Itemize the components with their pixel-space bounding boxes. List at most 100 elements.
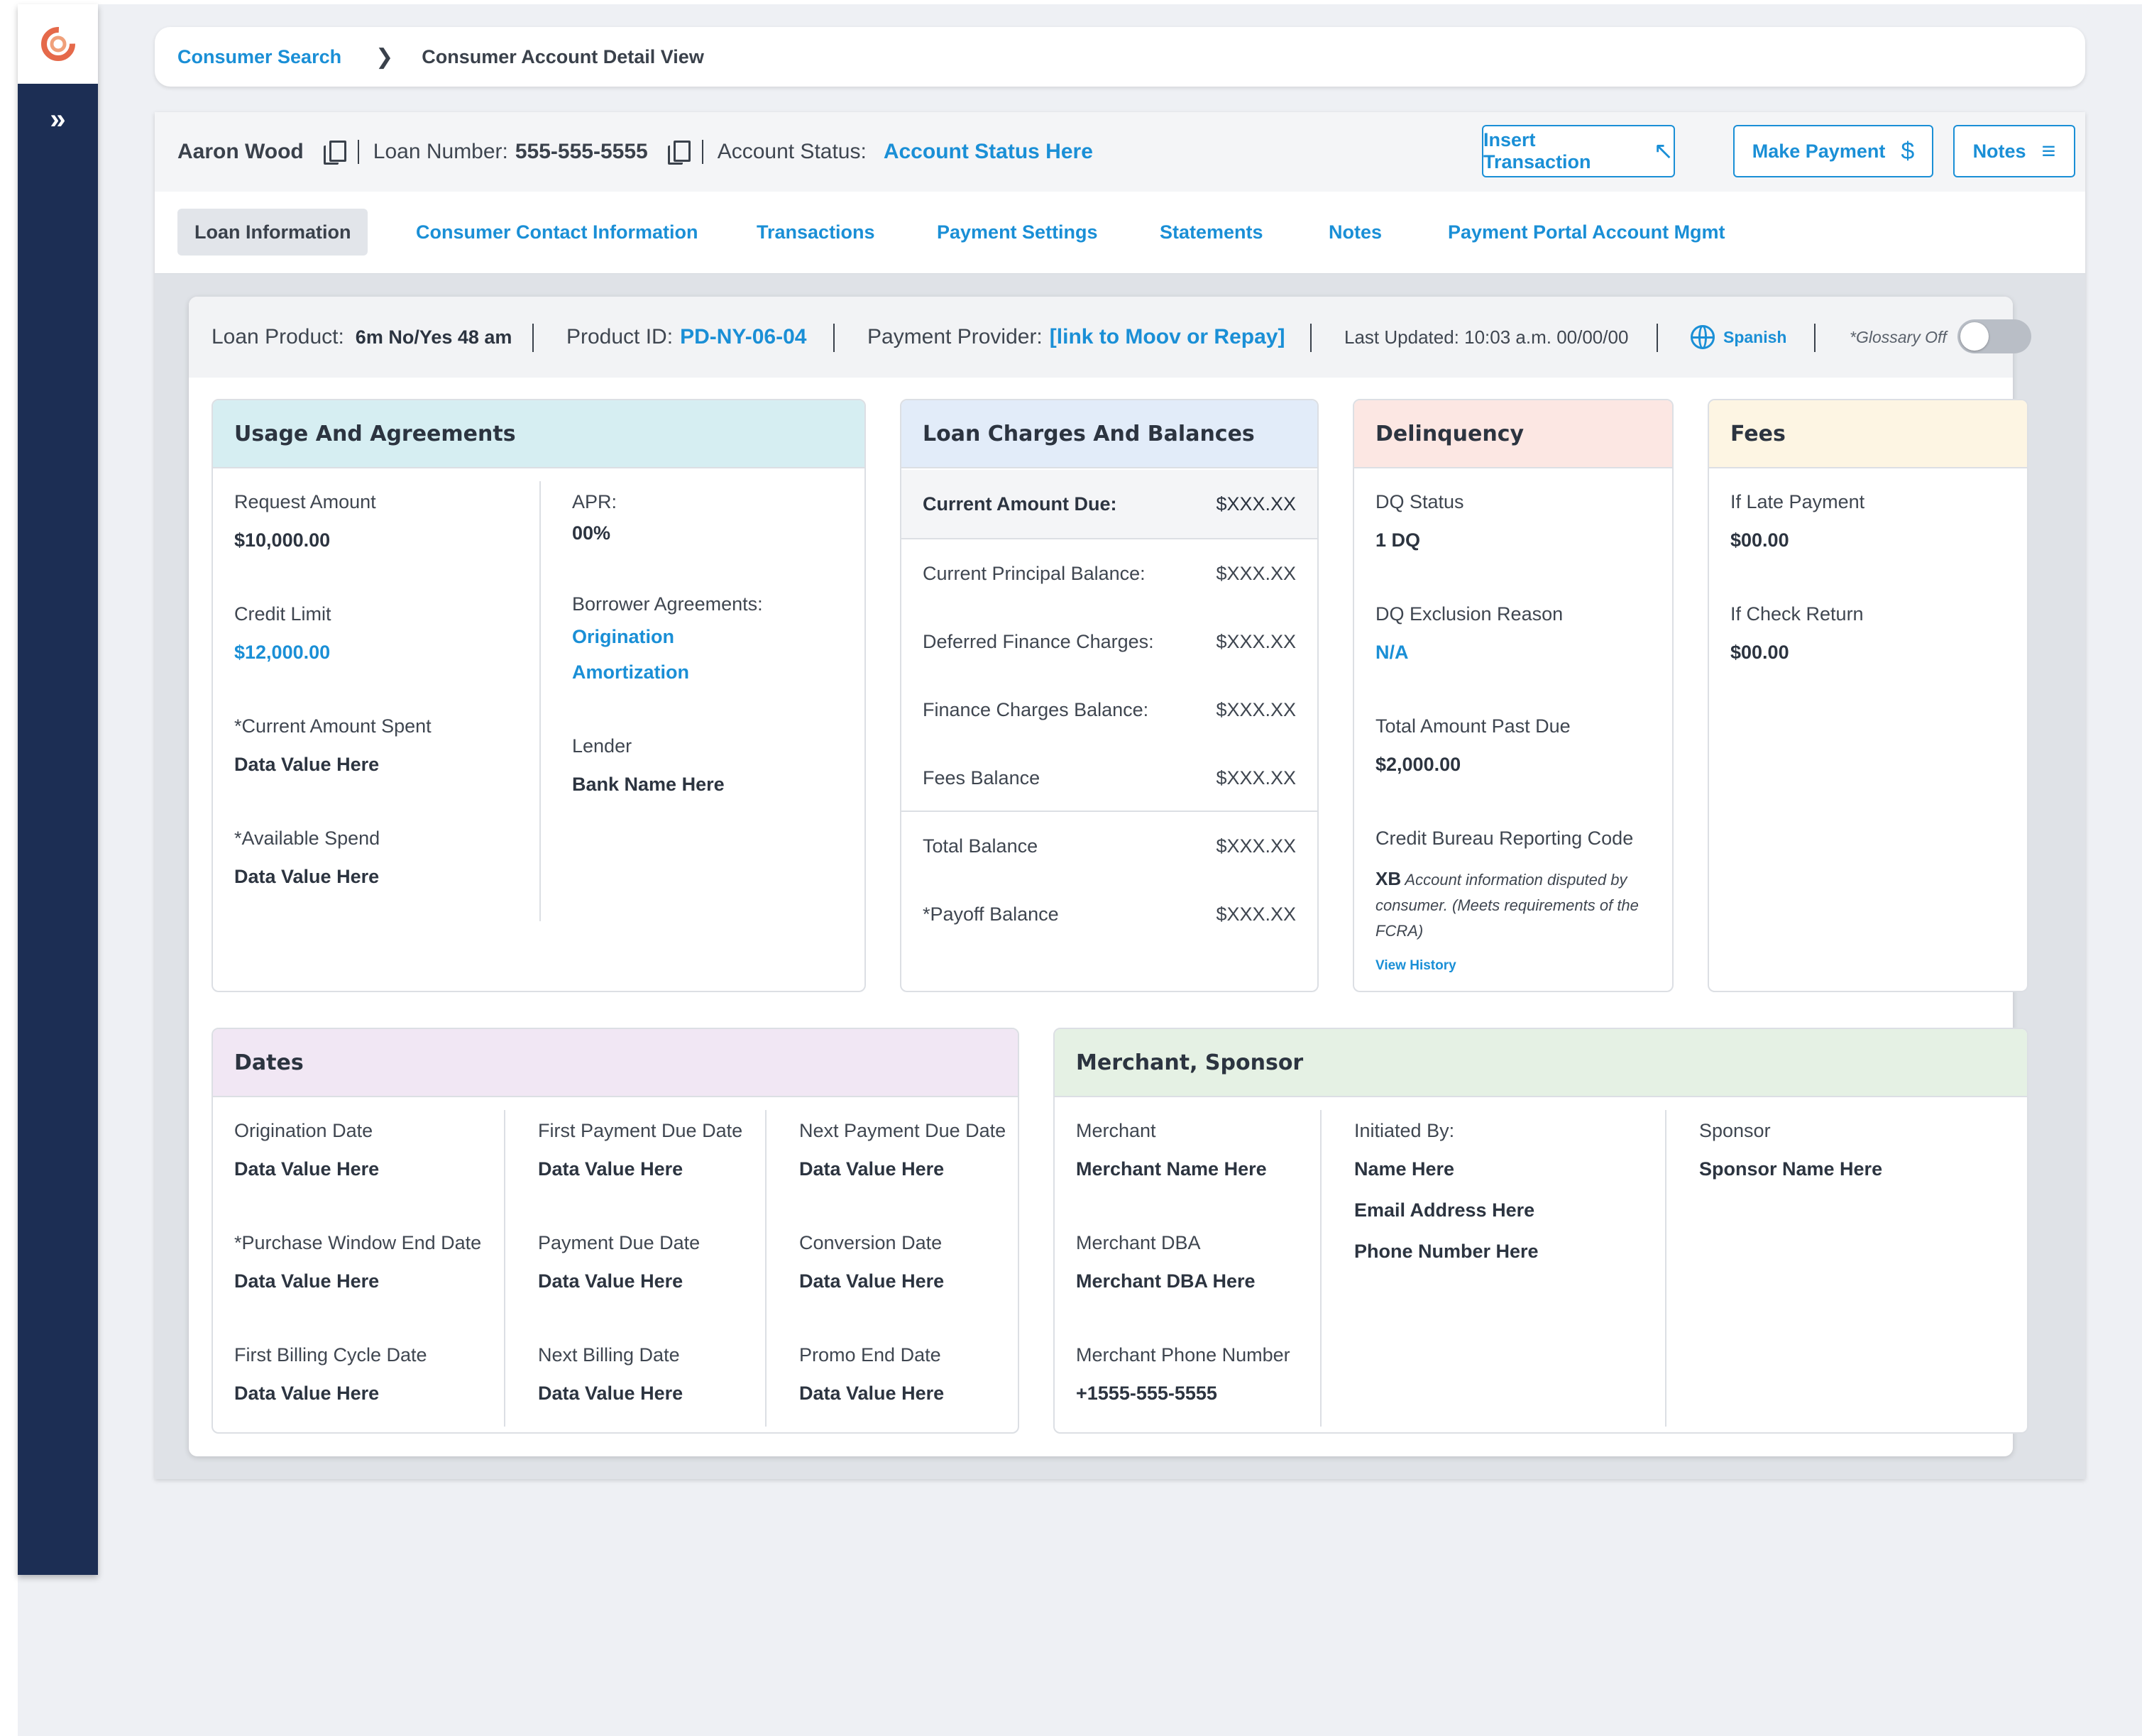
divider	[1310, 324, 1312, 352]
charge-value: $XXX.XX	[1216, 903, 1296, 925]
usage-agreements-card: Usage And Agreements Request Amount $10,…	[212, 399, 866, 992]
charge-row: *Payoff Balance $XXX.XX	[901, 880, 1317, 948]
divider	[1814, 324, 1816, 352]
last-updated: Last Updated: 10:03 a.m. 00/00/00	[1344, 326, 1629, 348]
current-spent-value: Data Value Here	[234, 754, 380, 775]
amortization-agreement-link[interactable]: Amortization	[572, 661, 689, 683]
next-billing-value: Data Value Here	[538, 1383, 683, 1404]
dq-exclusion-label: DQ Exclusion Reason	[1375, 603, 1564, 625]
divider	[701, 140, 703, 164]
initiated-by-email: Email Address Here	[1354, 1199, 1535, 1221]
conversion-date-label: Conversion Date	[799, 1232, 943, 1253]
fees-card: Fees If Late Payment $00.00 If Check Ret…	[1708, 399, 2028, 992]
make-payment-button[interactable]: Make Payment $	[1733, 125, 1933, 177]
product-id: Product ID: PD-NY-06-04	[566, 297, 806, 378]
past-due-value: $2,000.00	[1375, 754, 1461, 775]
charge-label: Current Amount Due:	[923, 493, 1117, 515]
charge-row: Fees Balance $XXX.XX	[901, 744, 1317, 812]
tab-bar: Loan Information Consumer Contact Inform…	[155, 192, 2085, 274]
borrower-agreements-label: Borrower Agreements:	[572, 593, 763, 615]
merchant-phone-label: Merchant Phone Number	[1076, 1344, 1290, 1366]
dq-status-value: 1 DQ	[1375, 529, 1421, 551]
payment-due-value: Data Value Here	[538, 1270, 683, 1292]
tab-payment-settings[interactable]: Payment Settings	[937, 221, 1098, 243]
bureau-code-text: FCRA)	[1375, 922, 1424, 940]
card-title: Dates	[213, 1029, 1018, 1097]
available-spend-value: Data Value Here	[234, 866, 380, 887]
language-toggle[interactable]: Spanish	[1691, 297, 1786, 378]
main-panel: Aaron Wood Loan Number: 555-555-5555 Acc…	[155, 112, 2085, 1479]
loan-summary-strip: Loan Product: 6m No/Yes 48 am Product ID…	[189, 297, 2031, 378]
late-payment-value: $00.00	[1730, 529, 1789, 551]
charge-label: Fees Balance	[923, 767, 1040, 789]
first-billing-value: Data Value Here	[234, 1383, 380, 1404]
view-history-link[interactable]: View History	[1375, 958, 1456, 973]
tab-statements[interactable]: Statements	[1160, 221, 1263, 243]
copy-icon[interactable]	[667, 141, 691, 165]
charge-row: Finance Charges Balance: $XXX.XX	[901, 676, 1317, 744]
globe-icon	[1691, 325, 1715, 349]
divider	[901, 811, 1317, 812]
purchase-window-value: Data Value Here	[234, 1270, 380, 1292]
card-title: Delinquency	[1354, 400, 1672, 468]
tab-notes[interactable]: Notes	[1329, 221, 1383, 243]
tab-payment-portal-account-mgmt[interactable]: Payment Portal Account Mgmt	[1448, 221, 1725, 243]
merchant-sponsor-card: Merchant, Sponsor Merchant Merchant Name…	[1053, 1028, 2028, 1434]
notes-label: Notes	[1972, 140, 2026, 162]
insert-transaction-label: Insert Transaction	[1483, 129, 1591, 172]
payment-provider-link[interactable]: [link to Moov or Repay]	[1049, 325, 1285, 348]
credit-limit-label: Credit Limit	[234, 603, 331, 625]
toggle-knob	[1960, 322, 1989, 351]
sponsor-label: Sponsor	[1699, 1120, 1771, 1141]
purchase-window-label: *Purchase Window End Date	[234, 1232, 482, 1253]
tab-consumer-contact-information[interactable]: Consumer Contact Information	[416, 221, 698, 243]
request-amount-value: $10,000.00	[234, 529, 331, 551]
payment-provider-label: Payment Provider:	[867, 325, 1043, 348]
delinquency-card: Delinquency DQ Status 1 DQ DQ Exclusion …	[1353, 399, 1674, 992]
available-spend-label: *Available Spend	[234, 828, 380, 849]
account-status-value: Account Status Here	[883, 140, 1093, 163]
divider	[901, 538, 1317, 539]
charge-label: Deferred Finance Charges:	[923, 630, 1154, 652]
brand-logo[interactable]	[18, 4, 98, 84]
loan-information-content: Loan Product: 6m No/Yes 48 am Product ID…	[189, 297, 2031, 1456]
charge-row: Current Amount Due: $XXX.XX	[901, 470, 1317, 538]
column-divider	[1320, 1110, 1322, 1427]
glossary-label: *Glossary Off	[1850, 327, 1947, 346]
card-title: Loan Charges And Balances	[901, 400, 1317, 468]
charge-value: $XXX.XX	[1216, 835, 1296, 857]
account-status-label: Account Status:	[717, 140, 867, 163]
sidebar: »	[18, 4, 98, 1575]
merchant-label: Merchant	[1076, 1120, 1156, 1141]
check-return-value: $00.00	[1730, 642, 1789, 663]
divider	[357, 140, 359, 164]
consumer-name: Aaron Wood	[177, 140, 304, 163]
charge-label: Current Principal Balance:	[923, 562, 1146, 584]
merchant-phone-value: +1555-555-5555	[1076, 1383, 1217, 1404]
credit-limit-value[interactable]: $12,000.00	[234, 642, 331, 663]
tab-transactions[interactable]: Transactions	[757, 221, 875, 243]
charge-label: *Payoff Balance	[923, 903, 1059, 925]
insert-transaction-button[interactable]: Insert Transaction ↖	[1482, 125, 1675, 177]
current-spent-label: *Current Amount Spent	[234, 715, 432, 737]
dates-card: Dates Origination Date Data Value Here *…	[212, 1028, 1019, 1434]
origination-agreement-link[interactable]: Origination	[572, 626, 674, 647]
breadcrumb-consumer-search-link[interactable]: Consumer Search	[177, 45, 342, 67]
notes-button[interactable]: Notes ≡	[1953, 125, 2075, 177]
glossary-toggle[interactable]	[1957, 319, 2031, 353]
merchant-dba-label: Merchant DBA	[1076, 1232, 1201, 1253]
tab-loan-information[interactable]: Loan Information	[177, 209, 368, 256]
promo-end-value: Data Value Here	[799, 1383, 945, 1404]
dq-exclusion-value[interactable]: N/A	[1375, 642, 1409, 663]
loan-charges-card: Loan Charges And Balances Current Amount…	[900, 399, 1319, 992]
charge-value: $XXX.XX	[1216, 493, 1296, 515]
copy-icon[interactable]	[323, 141, 346, 165]
charge-row: Current Principal Balance: $XXX.XX	[901, 539, 1317, 608]
charge-row: Deferred Finance Charges: $XXX.XX	[901, 608, 1317, 676]
origination-date-value: Data Value Here	[234, 1158, 380, 1180]
payment-due-label: Payment Due Date	[538, 1232, 701, 1253]
loan-product-label: Loan Product:	[212, 325, 344, 348]
menu-lines-icon: ≡	[2041, 137, 2056, 165]
charge-value: $XXX.XX	[1216, 767, 1296, 789]
sidebar-expand-button[interactable]: »	[18, 97, 98, 142]
